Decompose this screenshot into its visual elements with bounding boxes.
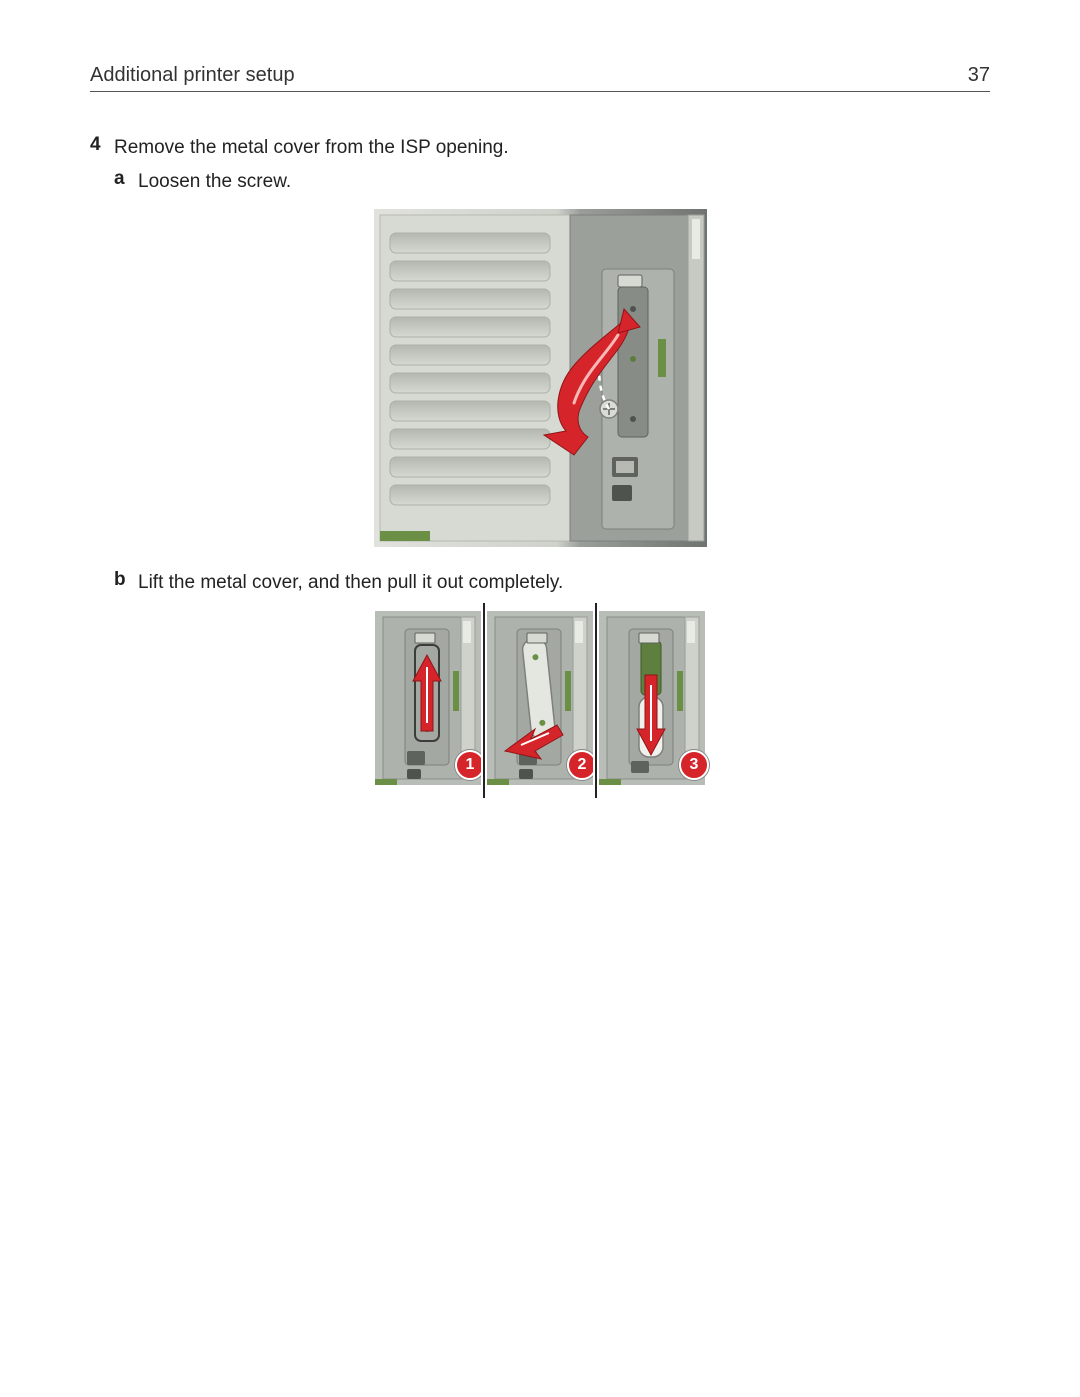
header-title: Additional printer setup <box>90 64 295 87</box>
figure-lift-cover-sequence: 1 <box>90 611 990 790</box>
step-text: Remove the metal cover from the ISP open… <box>114 134 509 162</box>
figure-b-panel-2: 2 <box>487 611 593 790</box>
substep-b-letter: b <box>114 569 138 597</box>
figure-loosen-screw <box>374 209 707 547</box>
figure-b-panel-1: 1 <box>375 611 481 790</box>
step-number: 4 <box>90 134 114 162</box>
substep-a-text: Loosen the screw. <box>138 168 291 196</box>
substep-a: a Loosen the screw. <box>114 168 990 196</box>
step-badge-3: 3 <box>679 750 709 780</box>
figure-b-panel-3: 3 <box>599 611 705 790</box>
page-header: Additional printer setup 37 <box>90 64 990 92</box>
substep-a-letter: a <box>114 168 138 196</box>
substep-b: b Lift the metal cover, and then pull it… <box>114 569 990 597</box>
header-page-number: 37 <box>968 64 990 87</box>
step-4: 4 Remove the metal cover from the ISP op… <box>90 134 990 162</box>
substep-b-text: Lift the metal cover, and then pull it o… <box>138 569 563 597</box>
